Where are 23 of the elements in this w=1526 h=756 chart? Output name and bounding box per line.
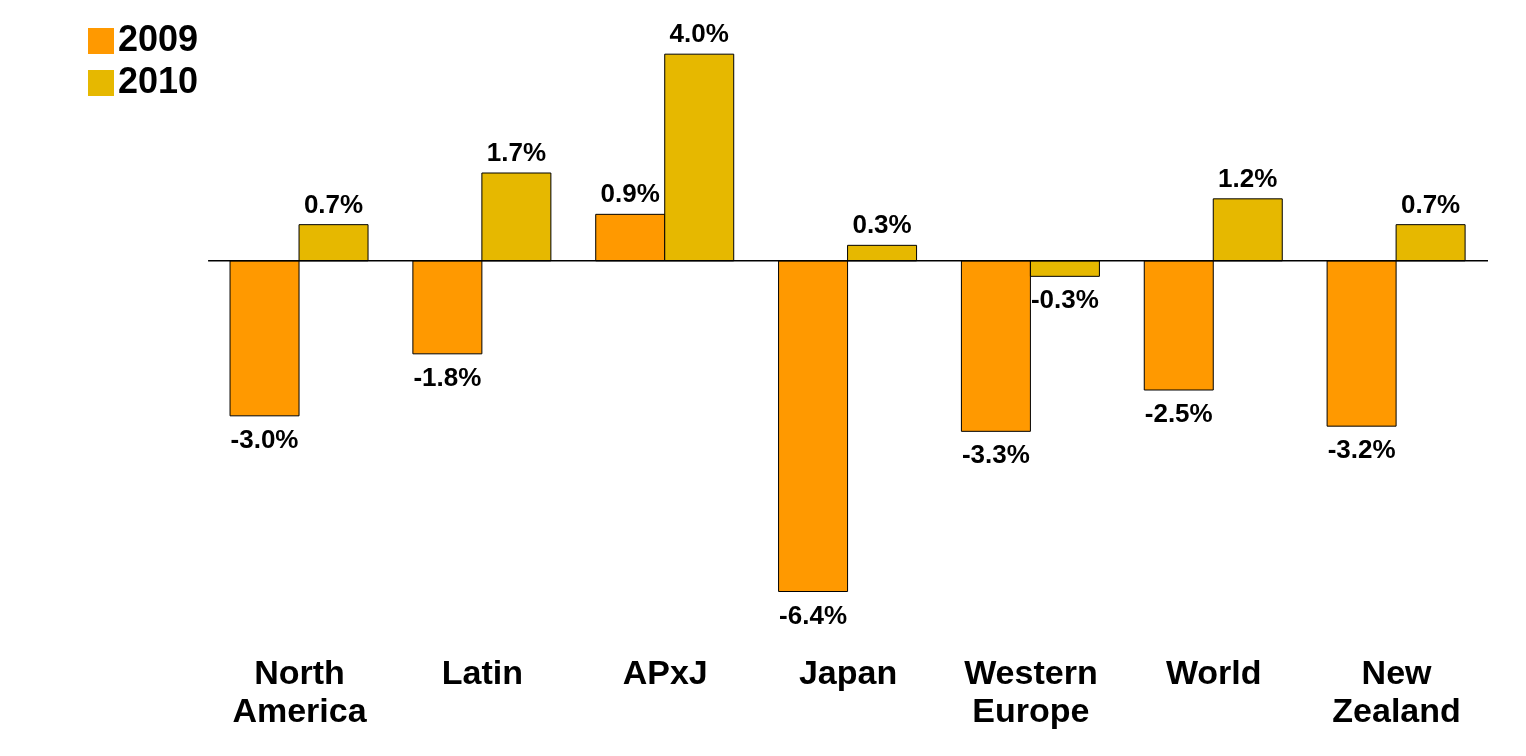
data-label: 0.7% [303, 188, 364, 219]
data-label: -3.3% [961, 439, 1030, 470]
data-label: -6.4% [779, 599, 848, 630]
x-tick-label: New Zealand [1332, 653, 1461, 729]
data-label: -2.5% [1144, 398, 1213, 428]
x-tick-label: Western Europe [964, 653, 1098, 729]
data-label: -3.0% [230, 423, 299, 454]
x-tick-label: World [1165, 653, 1262, 691]
data-label: 0.9% [600, 178, 660, 209]
data-label: 1.7% [486, 137, 547, 167]
x-tick-label: Japan [798, 653, 898, 691]
data-label: -0.3% [1030, 284, 1099, 315]
data-label: -3.2% [1327, 434, 1396, 465]
data-label: 0.3% [852, 209, 912, 240]
data-label: -1.8% [413, 361, 482, 392]
x-tick-label: APxJ [622, 653, 708, 691]
legend-label: 2009 [118, 18, 199, 59]
data-label: 1.2% [1218, 162, 1278, 193]
data-label: 0.7% [1400, 188, 1461, 219]
x-tick-label: North America [232, 653, 368, 729]
x-tick-label: Latin [441, 653, 523, 691]
data-label: 4.0% [669, 18, 729, 49]
legend-label: 2010 [118, 60, 199, 101]
